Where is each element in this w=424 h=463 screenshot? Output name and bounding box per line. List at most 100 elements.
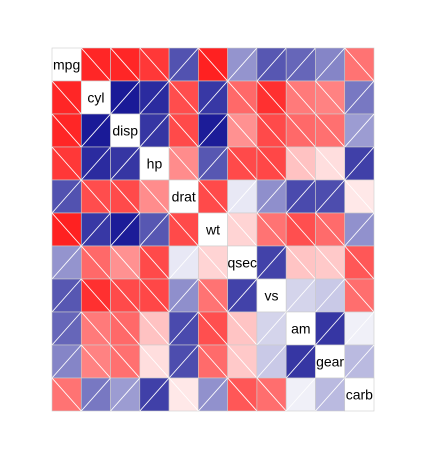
corr-cell-stripe: [344, 113, 375, 148]
corr-cell-hp-carb: [344, 146, 375, 181]
corr-cell-wt-hp: [139, 212, 170, 247]
corr-cell-wt-am: [285, 212, 316, 247]
corr-cell-mpg-disp: [110, 47, 141, 82]
corr-cell-stripe: [344, 47, 375, 82]
corr-cell-stripe: [80, 377, 111, 412]
corr-cell-wt-qsec: [227, 212, 258, 247]
corr-cell-stripe: [110, 311, 141, 346]
corr-cell-stripe: [198, 146, 228, 181]
diagonal-cell-am: [285, 311, 316, 346]
corr-cell-stripe: [227, 80, 258, 115]
corr-cell-wt-disp: [110, 212, 141, 247]
corr-cell-stripe: [168, 80, 199, 115]
corr-cell-stripe: [80, 146, 111, 181]
corr-cell-qsec-vs: [256, 245, 287, 280]
corr-cell-stripe: [227, 278, 258, 313]
variable-label-hp: hp: [147, 156, 163, 172]
corr-cell-stripe: [227, 344, 258, 379]
corr-cell-stripe: [51, 212, 82, 247]
corr-cell-disp-vs: [256, 113, 287, 148]
corr-cell-disp-cyl: [80, 113, 111, 148]
corr-cell-stripe: [168, 113, 199, 148]
corr-cell-gear-qsec: [227, 344, 258, 379]
corr-cell-am-vs: [256, 311, 287, 346]
corr-cell-stripe: [344, 212, 375, 247]
corr-cell-cyl-qsec: [227, 80, 258, 115]
corr-cell-hp-vs: [256, 146, 287, 181]
corr-cell-qsec-mpg: [51, 245, 82, 280]
corr-cell-stripe: [80, 245, 111, 280]
corr-cell-stripe: [168, 245, 199, 280]
corr-cell-carb-am: [285, 377, 316, 412]
corr-cell-stripe: [80, 278, 111, 313]
variable-label-cyl: cyl: [87, 90, 104, 106]
corr-cell-stripe: [110, 278, 141, 313]
diagonal-cell-cyl: [80, 80, 111, 115]
corr-cell-wt-cyl: [80, 212, 111, 247]
corr-cell-am-cyl: [80, 311, 111, 346]
corr-cell-stripe: [168, 212, 199, 247]
corr-cell-stripe: [227, 179, 258, 214]
corr-cell-gear-drat: [168, 344, 199, 379]
variable-label-drat: drat: [172, 189, 196, 205]
corr-cell-gear-wt: [198, 344, 228, 379]
corr-cell-stripe: [256, 179, 287, 214]
corr-cell-stripe: [285, 113, 316, 148]
corr-cell-stripe: [80, 47, 111, 82]
corr-cell-gear-vs: [256, 344, 287, 379]
corr-cell-stripe: [110, 179, 141, 214]
corr-cell-cyl-carb: [344, 80, 375, 115]
corr-cell-gear-disp: [110, 344, 141, 379]
corr-cell-stripe: [198, 278, 228, 313]
corr-cell-stripe: [315, 377, 346, 412]
corr-cell-cyl-drat: [168, 80, 199, 115]
corr-cell-vs-cyl: [80, 278, 111, 313]
corr-cell-stripe: [315, 146, 346, 181]
corr-cell-stripe: [51, 344, 82, 379]
corr-cell-carb-vs: [256, 377, 287, 412]
corr-cell-gear-carb: [344, 344, 375, 379]
corr-cell-stripe: [344, 311, 375, 346]
corr-cell-stripe: [315, 47, 346, 82]
corr-cell-stripe: [51, 146, 82, 181]
corr-cell-stripe: [285, 344, 316, 379]
corr-cell-stripe: [51, 311, 82, 346]
corr-cell-stripe: [51, 377, 82, 412]
corr-cell-stripe: [198, 377, 228, 412]
corr-cell-stripe: [139, 377, 170, 412]
corr-cell-carb-wt: [198, 377, 228, 412]
corr-cell-drat-gear: [315, 179, 346, 214]
corr-cell-stripe: [80, 344, 111, 379]
corr-cell-stripe: [256, 377, 287, 412]
variable-label-qsec: qsec: [227, 255, 257, 271]
corr-cell-stripe: [227, 377, 258, 412]
corr-cell-wt-carb: [344, 212, 375, 247]
corr-cell-stripe: [110, 80, 141, 115]
diagonal-cell-disp: [110, 113, 141, 148]
corr-cell-vs-wt: [198, 278, 228, 313]
corr-cell-stripe: [344, 179, 375, 214]
corr-cell-gear-hp: [139, 344, 170, 379]
corr-cell-cyl-gear: [315, 80, 346, 115]
corr-cell-vs-am: [285, 278, 316, 313]
diagonal-cell-carb: [344, 377, 375, 412]
corr-cell-stripe: [315, 113, 346, 148]
corr-cell-vs-carb: [344, 278, 375, 313]
corr-cell-am-hp: [139, 311, 170, 346]
corr-cell-mpg-gear: [315, 47, 346, 82]
corr-cell-stripe: [256, 344, 287, 379]
corr-cell-am-drat: [168, 311, 199, 346]
corr-cell-cyl-mpg: [51, 80, 82, 115]
variable-label-gear: gear: [316, 354, 344, 370]
corr-cell-am-gear: [315, 311, 346, 346]
corr-cell-mpg-am: [285, 47, 316, 82]
corr-cell-drat-mpg: [51, 179, 82, 214]
corr-cell-disp-gear: [315, 113, 346, 148]
corr-cell-stripe: [80, 311, 111, 346]
diagonal-cell-gear: [315, 344, 346, 379]
corr-cell-qsec-disp: [110, 245, 141, 280]
corr-cell-cyl-hp: [139, 80, 170, 115]
corr-cell-mpg-cyl: [80, 47, 111, 82]
corr-cell-am-disp: [110, 311, 141, 346]
corr-cell-stripe: [227, 212, 258, 247]
